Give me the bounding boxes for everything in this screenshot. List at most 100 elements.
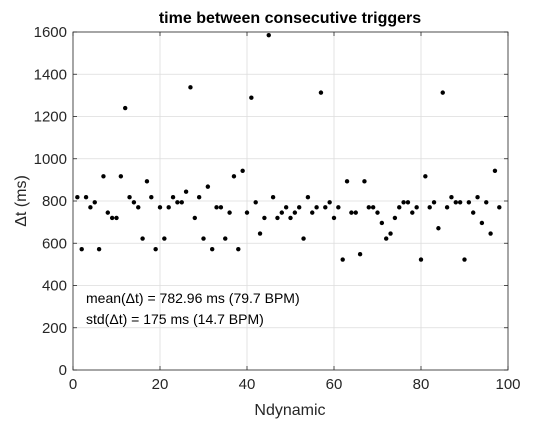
data-point	[384, 236, 389, 241]
data-point	[214, 205, 219, 210]
x-tick-label: 60	[326, 376, 343, 393]
data-point	[370, 205, 376, 210]
y-tick-label: 1000	[34, 151, 67, 168]
data-point	[218, 205, 224, 210]
x-tick-label: 0	[69, 376, 77, 393]
data-point	[462, 257, 467, 262]
data-point	[323, 205, 328, 210]
data-point	[484, 200, 489, 205]
x-tick-label: 20	[152, 376, 169, 393]
data-point	[314, 205, 319, 210]
data-point	[270, 194, 276, 200]
chart-title: time between consecutive triggers	[159, 10, 421, 27]
data-point	[283, 205, 289, 210]
data-point	[179, 200, 184, 205]
data-point	[336, 205, 341, 210]
ticks: 0 20 40 60 80 1000200400600800100012001400160…	[34, 24, 521, 393]
data-point	[340, 257, 345, 262]
data-point	[466, 200, 472, 205]
data-point	[249, 95, 254, 100]
data-point	[118, 174, 124, 179]
data-point	[175, 200, 180, 205]
data-point	[297, 205, 302, 210]
data-point	[366, 205, 371, 210]
data-point	[327, 200, 332, 205]
data-point	[231, 174, 237, 179]
data-point	[162, 236, 167, 241]
data-point	[349, 210, 354, 215]
data-point	[388, 231, 393, 236]
data-point	[109, 215, 115, 221]
data-point	[471, 210, 476, 215]
data-points	[75, 32, 502, 262]
data-point	[418, 257, 424, 262]
data-point	[449, 194, 454, 200]
data-point	[101, 174, 106, 179]
data-point	[440, 90, 445, 95]
y-tick-label: 0	[59, 362, 67, 379]
data-point	[92, 200, 97, 205]
data-point	[236, 246, 241, 252]
y-tick-label: 1600	[34, 24, 67, 41]
data-point	[444, 205, 450, 210]
data-point	[275, 215, 280, 221]
data-point	[131, 200, 137, 205]
data-point	[210, 246, 215, 252]
data-point	[196, 194, 202, 200]
data-point	[240, 168, 245, 173]
data-point	[166, 205, 171, 210]
y-tick-label: 200	[42, 320, 67, 337]
data-point	[153, 246, 158, 252]
data-point	[375, 210, 380, 215]
std-annotation: std(Δt) = 175 ms (14.7 BPM)	[86, 311, 264, 327]
data-point	[262, 215, 267, 221]
data-point	[140, 236, 145, 241]
data-point	[331, 215, 337, 221]
data-point	[401, 200, 406, 205]
data-point	[75, 194, 80, 200]
data-point	[201, 236, 206, 241]
data-point	[310, 210, 315, 215]
data-point	[244, 210, 250, 215]
x-axis-label: Ndynamic	[254, 402, 325, 419]
data-point	[144, 179, 150, 184]
data-point	[427, 205, 432, 210]
data-point	[410, 210, 415, 215]
data-point	[88, 205, 93, 210]
data-point	[475, 194, 480, 200]
data-point	[83, 194, 89, 200]
data-point	[431, 200, 437, 205]
y-tick-label: 800	[42, 193, 67, 210]
data-point	[205, 184, 211, 189]
data-point	[127, 194, 132, 200]
data-point	[392, 215, 398, 221]
data-point	[288, 215, 293, 221]
data-point	[223, 236, 228, 241]
data-point	[192, 215, 197, 221]
mean-annotation: mean(Δt) = 782.96 ms (79.7 BPM)	[86, 290, 300, 306]
data-point	[344, 179, 350, 184]
data-point	[96, 246, 102, 252]
y-axis-label: Δt (ms)	[13, 175, 30, 227]
data-point	[353, 210, 358, 215]
data-point	[105, 210, 111, 215]
data-point	[136, 205, 141, 210]
data-point	[279, 210, 284, 215]
y-tick-label: 600	[42, 235, 67, 252]
data-point	[149, 194, 154, 200]
data-point	[488, 231, 493, 236]
data-point	[266, 32, 271, 38]
data-point	[453, 200, 458, 205]
data-point	[318, 90, 324, 95]
data-point	[183, 189, 189, 194]
y-tick-label: 400	[42, 278, 67, 295]
data-point	[423, 174, 428, 179]
x-tick-label: 40	[239, 376, 256, 393]
data-point	[227, 210, 232, 215]
data-point	[301, 236, 306, 241]
data-point	[114, 215, 119, 221]
data-point	[123, 105, 128, 111]
x-tick-label: 100	[495, 376, 520, 393]
data-point	[362, 179, 367, 184]
